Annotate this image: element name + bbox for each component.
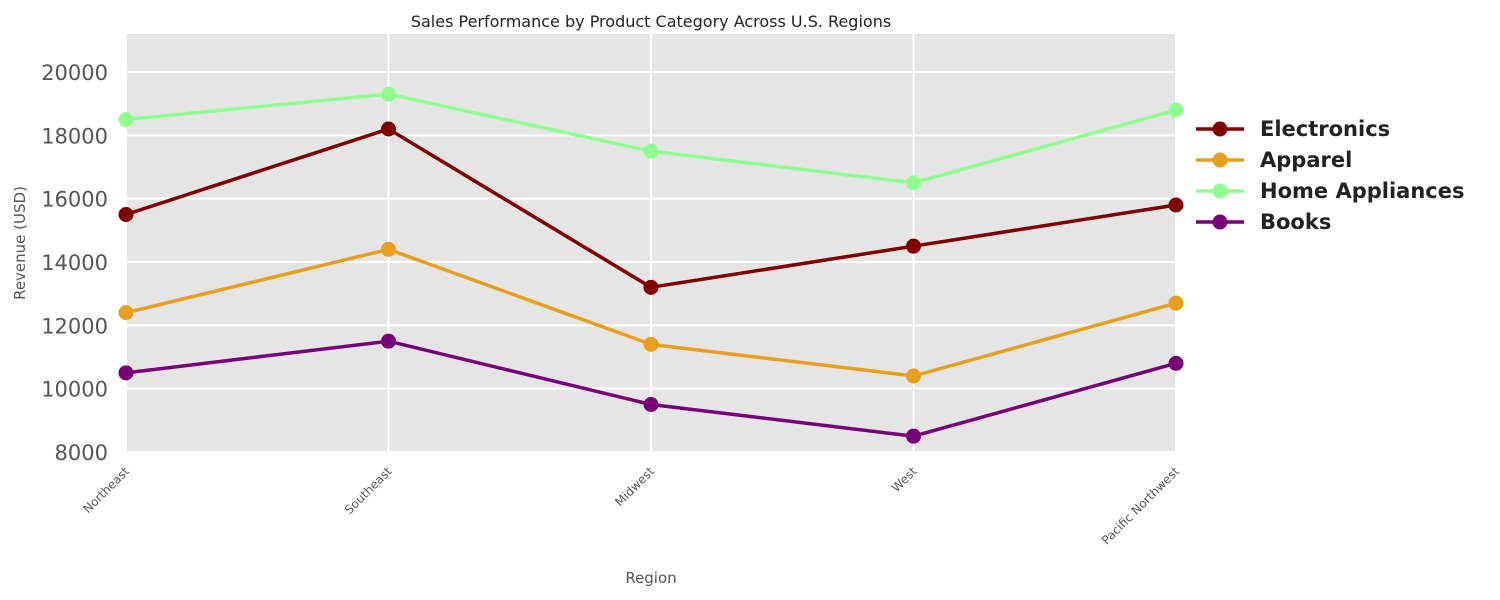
x-tick-label: Pacific Northwest <box>1099 464 1182 547</box>
data-point-home-appliances <box>1169 103 1184 118</box>
y-tick-label: 12000 <box>41 314 108 338</box>
x-tick-label: Southeast <box>342 464 395 517</box>
data-point-electronics <box>119 207 134 222</box>
data-point-apparel <box>1169 296 1184 311</box>
legend-item-books: Books <box>1196 210 1331 234</box>
x-tick-label: Northeast <box>80 464 132 516</box>
data-point-books <box>119 365 134 380</box>
y-tick-label: 8000 <box>55 441 108 465</box>
y-tick-label: 14000 <box>41 251 108 275</box>
data-point-books <box>381 334 396 349</box>
data-point-apparel <box>906 369 921 384</box>
legend-label: Home Appliances <box>1260 179 1464 203</box>
y-tick-label: 18000 <box>41 124 108 148</box>
y-tick-label: 10000 <box>41 378 108 402</box>
legend-marker <box>1213 153 1228 168</box>
data-point-electronics <box>381 122 396 137</box>
legend-item-apparel: Apparel <box>1196 148 1352 172</box>
legend-marker <box>1213 215 1228 230</box>
legend-label: Apparel <box>1260 148 1352 172</box>
legend-label: Books <box>1260 210 1331 234</box>
chart-title: Sales Performance by Product Category Ac… <box>411 12 891 31</box>
data-point-books <box>1169 356 1184 371</box>
data-point-apparel <box>119 305 134 320</box>
data-point-home-appliances <box>119 112 134 127</box>
data-point-books <box>644 397 659 412</box>
data-point-electronics <box>1169 198 1184 213</box>
data-point-electronics <box>644 280 659 295</box>
legend: Electronics Apparel Home Appliances Books <box>1196 117 1464 234</box>
legend-item-home-appliances: Home Appliances <box>1196 179 1464 203</box>
data-point-apparel <box>644 337 659 352</box>
legend-label: Electronics <box>1260 117 1390 141</box>
legend-item-electronics: Electronics <box>1196 117 1390 141</box>
x-tick-label: West <box>889 464 920 495</box>
data-point-electronics <box>906 239 921 254</box>
data-point-home-appliances <box>906 175 921 190</box>
legend-marker <box>1213 122 1228 137</box>
y-tick-label: 20000 <box>41 61 108 85</box>
data-point-apparel <box>381 242 396 257</box>
y-axis-label: Revenue (USD) <box>11 186 29 300</box>
x-axis-ticks: Northeast Southeast Midwest West Pacific Nor… <box>80 464 1182 547</box>
data-point-home-appliances <box>381 87 396 102</box>
x-axis-label: Region <box>625 569 676 587</box>
y-axis-ticks: 8000 10000 12000 14000 16000 18000 20000 <box>41 61 108 465</box>
legend-marker <box>1213 184 1228 199</box>
x-tick-label: Midwest <box>612 464 657 509</box>
data-point-home-appliances <box>644 144 659 159</box>
y-tick-label: 16000 <box>41 188 108 212</box>
data-point-books <box>906 429 921 444</box>
